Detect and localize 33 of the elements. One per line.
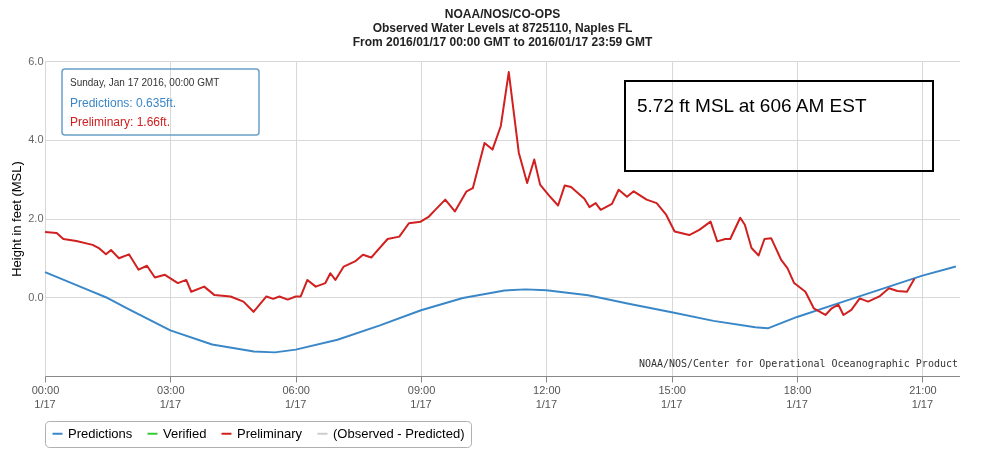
x-tick-label: 03:00 xyxy=(157,383,185,396)
y-tick-label: 4.0 xyxy=(28,133,44,146)
chart-title: NOAA/NOS/CO-OPS Observed Water Levels at 8725110, Naples FL From 2016/01/17 00:00 GMT to 2016/01/17 23:59 GMT xyxy=(352,7,653,49)
legend-label: (Observed - Predicted) xyxy=(333,425,465,441)
x-tick-label: 15:00 xyxy=(658,383,686,396)
annotation: Preliminary: 1.66ft. xyxy=(70,115,171,129)
text: 1/17 xyxy=(661,398,683,410)
x-tick-label: 00:00 xyxy=(31,383,60,396)
text: 1/17 xyxy=(410,398,432,410)
annotation: Predictions: 0.635ft. xyxy=(70,96,177,110)
y-tick-label: 2.0 xyxy=(28,212,44,224)
text: 1/17 xyxy=(34,398,56,410)
text: 1/17 xyxy=(159,398,182,410)
y-tick-label: 6.0 xyxy=(28,54,44,67)
legend-label: Predictions xyxy=(68,425,133,441)
x-tick-label: 06:00 xyxy=(282,383,310,396)
annotation: NOAA/NOS/Center for Operational Oceanographic Product xyxy=(638,358,958,369)
text: 1/17 xyxy=(786,398,808,410)
annotation: Sunday, Jan 17 2016, 00:00 GMT xyxy=(70,77,220,88)
line-series xyxy=(44,265,957,354)
y-tick-label: 0.0 xyxy=(28,290,44,303)
text: 1/17 xyxy=(284,398,307,410)
x-tick-label: 18:00 xyxy=(783,383,812,396)
legend-label: Preliminary xyxy=(237,425,303,441)
text: 1/17 xyxy=(911,398,934,410)
x-tick-label: 09:00 xyxy=(407,383,436,396)
line-series xyxy=(44,71,916,316)
x-tick-label: 12:00 xyxy=(533,383,561,396)
x-tick-label: 21:00 xyxy=(909,383,937,396)
legend-label: Verified xyxy=(163,425,207,441)
text: 1/17 xyxy=(535,398,558,410)
y-axis-title: Height in feet (MSL) xyxy=(9,161,25,277)
annotation: 5.72 ft MSL at 606 AM EST xyxy=(637,95,867,116)
